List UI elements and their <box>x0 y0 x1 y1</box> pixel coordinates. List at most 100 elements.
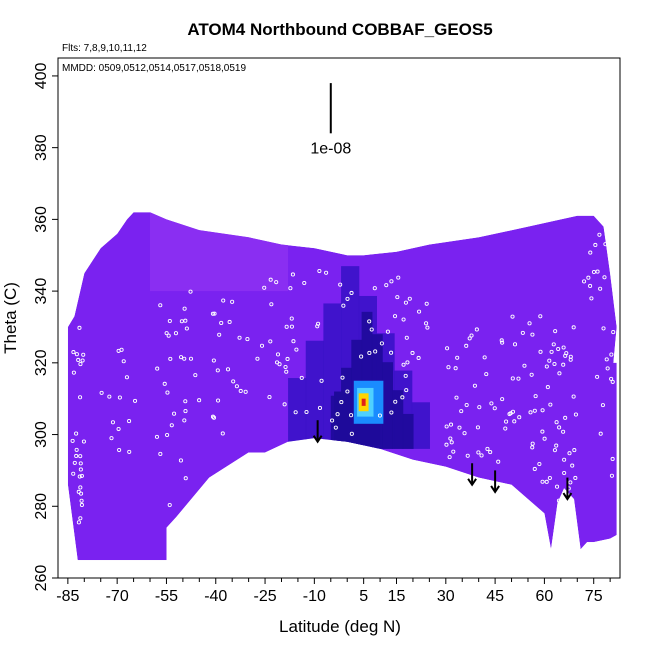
obs-point <box>424 301 429 306</box>
obs-point <box>385 329 390 334</box>
obs-point <box>479 453 484 458</box>
obs-point <box>449 440 454 445</box>
obs-point <box>459 409 464 414</box>
obs-point <box>562 470 567 476</box>
obs-point <box>182 306 187 311</box>
obs-point <box>274 360 280 365</box>
obs-point <box>601 326 606 331</box>
obs-point <box>319 378 324 383</box>
obs-point <box>597 232 602 237</box>
obs-point <box>221 298 226 303</box>
obs-point <box>317 405 323 410</box>
obs-point <box>245 337 250 342</box>
obs-point <box>302 281 307 286</box>
obs-point <box>462 431 467 436</box>
obs-point <box>609 352 614 357</box>
obs-point <box>155 366 160 371</box>
obs-point <box>110 420 116 425</box>
obs-point <box>547 358 552 363</box>
plot-area <box>67 83 617 561</box>
obs-point <box>512 419 517 424</box>
obs-point <box>268 277 273 282</box>
obs-point <box>485 446 490 452</box>
y-tick-label: 260 <box>33 565 50 592</box>
obs-point <box>234 384 239 389</box>
obs-point <box>561 362 566 367</box>
obs-point <box>262 285 267 290</box>
obs-point <box>268 339 273 344</box>
obs-point <box>598 431 603 436</box>
obs-point <box>210 311 215 316</box>
obs-point <box>188 356 194 361</box>
enhancement-region-1-cell <box>382 362 394 449</box>
obs-point <box>283 364 288 370</box>
obs-point <box>369 327 374 332</box>
obs-point <box>488 450 493 455</box>
obs-point <box>609 376 614 381</box>
obs-point <box>275 352 281 357</box>
obs-point <box>540 408 545 413</box>
obs-point <box>547 475 552 481</box>
obs-point <box>556 346 561 352</box>
obs-point <box>243 389 248 394</box>
obs-point <box>475 425 480 430</box>
obs-point <box>566 500 571 505</box>
y-tick-label: 400 <box>33 62 50 89</box>
obs-point <box>598 286 603 291</box>
enhancement-region-1-cell <box>392 390 404 449</box>
obs-point <box>372 286 377 291</box>
obs-point <box>77 474 82 479</box>
obs-point <box>333 425 338 430</box>
obs-point <box>561 496 566 502</box>
obs-point <box>76 357 81 363</box>
obs-point <box>404 335 409 340</box>
obs-point <box>77 325 82 330</box>
obs-point <box>285 356 290 362</box>
flight-arrow <box>467 463 477 487</box>
obs-point <box>444 424 449 429</box>
obs-point <box>193 373 198 378</box>
obs-point <box>464 343 469 348</box>
obs-point <box>377 413 382 418</box>
obs-point <box>582 279 587 284</box>
obs-point <box>445 346 450 351</box>
obs-point <box>510 376 515 381</box>
obs-point <box>288 286 293 291</box>
obs-point <box>517 415 522 420</box>
obs-point <box>529 372 534 377</box>
obs-point <box>217 332 222 337</box>
obs-point <box>211 358 216 363</box>
obs-point <box>210 414 216 419</box>
obs-point <box>554 420 559 425</box>
obs-point <box>464 403 469 408</box>
obs-point <box>340 375 345 380</box>
obs-point <box>330 418 335 423</box>
obs-point <box>588 283 593 289</box>
obs-point <box>538 349 543 354</box>
obs-point <box>255 356 260 361</box>
obs-point <box>410 350 415 356</box>
obs-point <box>335 412 340 417</box>
obs-point <box>567 451 572 456</box>
obs-point <box>448 422 454 427</box>
obs-point <box>74 352 79 357</box>
obs-point <box>542 436 547 441</box>
obs-point <box>530 445 535 450</box>
obs-point <box>291 339 296 344</box>
obs-point <box>500 397 505 402</box>
obs-point <box>609 473 614 478</box>
obs-point <box>78 516 83 521</box>
obs-point <box>267 395 272 400</box>
obs-point <box>403 300 408 305</box>
obs-point <box>510 314 515 319</box>
obs-point <box>178 355 184 360</box>
obs-point <box>237 335 242 340</box>
obs-point <box>220 431 225 436</box>
obs-point <box>604 357 609 362</box>
obs-point <box>231 379 236 384</box>
x-tick-label: 45 <box>486 588 504 605</box>
obs-point <box>79 473 84 478</box>
obs-point <box>444 442 449 447</box>
obs-point <box>477 405 482 410</box>
obs-point <box>465 453 470 458</box>
